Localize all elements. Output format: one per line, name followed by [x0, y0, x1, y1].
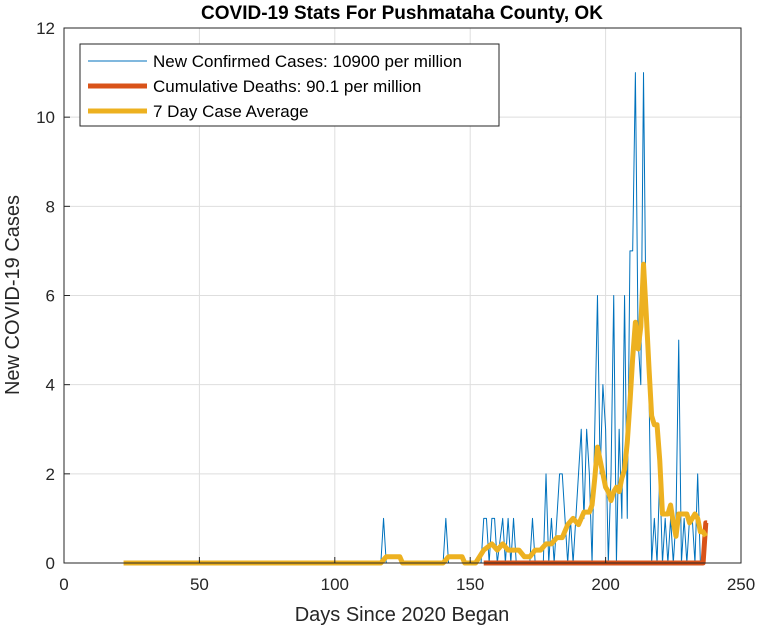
y-tick-label: 4	[46, 376, 55, 395]
legend-label-deaths: Cumulative Deaths: 90.1 per million	[153, 77, 421, 96]
y-tick-label: 12	[36, 19, 55, 38]
legend: New Confirmed Cases: 10900 per million C…	[79, 43, 500, 127]
y-axis-label: New COVID-19 Cases	[2, 195, 24, 395]
x-tick-label: 0	[59, 575, 68, 594]
chart-title: COVID-19 Stats For Pushmataha County, OK	[201, 3, 603, 24]
x-axis-label: Days Since 2020 Began	[295, 604, 510, 626]
legend-box	[79, 43, 500, 127]
x-tick-label: 200	[591, 575, 619, 594]
y-tick-label: 0	[46, 554, 55, 573]
series-7-day-case-average	[123, 261, 708, 566]
x-tick-label: 150	[456, 575, 484, 594]
ticks: 0 50 100 150 200 250 0 2 4 6 8 10 12	[36, 19, 755, 594]
x-tick-label: 100	[321, 575, 349, 594]
x-tick-label: 50	[190, 575, 209, 594]
x-tick-label: 250	[727, 575, 755, 594]
y-tick-label: 2	[46, 465, 55, 484]
y-tick-label: 8	[46, 197, 55, 216]
legend-label-new-cases: New Confirmed Cases: 10900 per million	[153, 52, 462, 71]
legend-label-7day-avg: 7 Day Case Average	[153, 102, 309, 121]
y-tick-label: 6	[46, 287, 55, 306]
y-tick-label: 10	[36, 108, 55, 127]
